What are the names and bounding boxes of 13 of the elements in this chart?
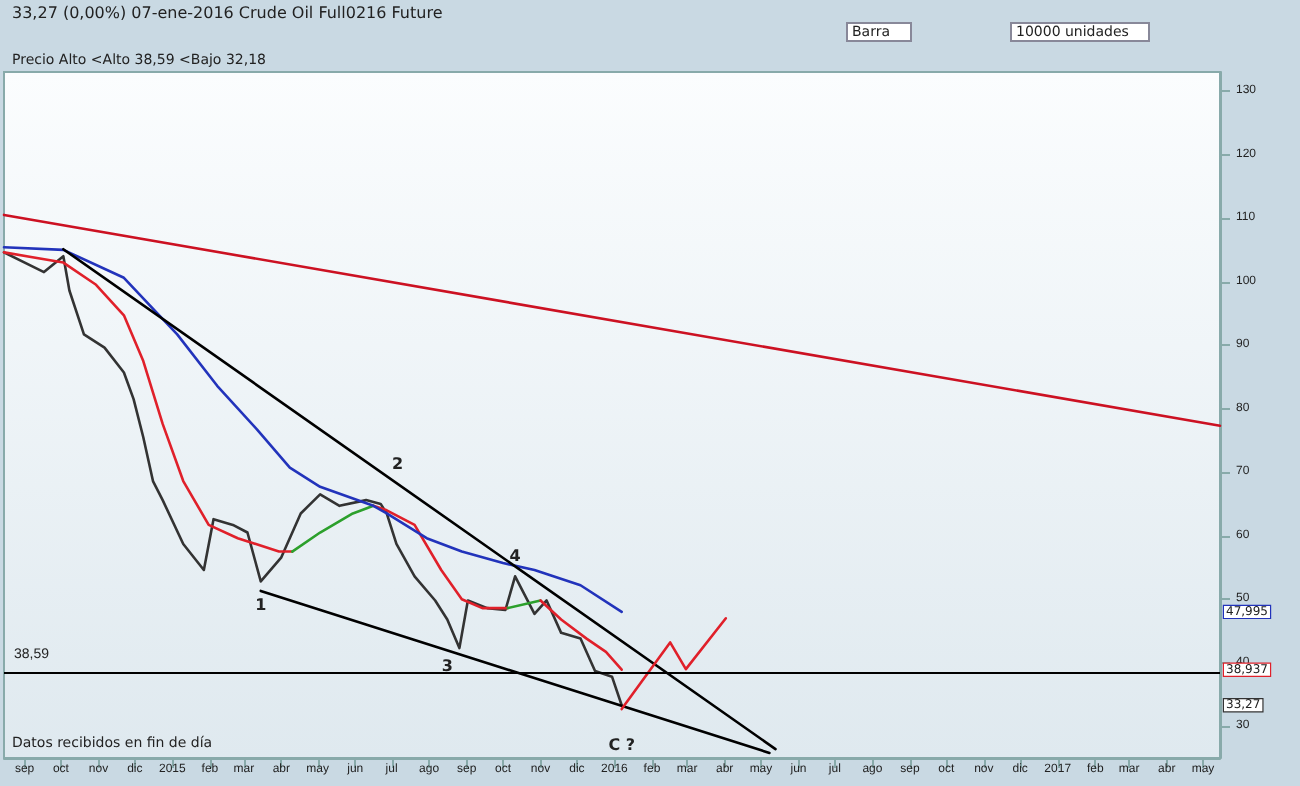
line-series [2, 246, 623, 614]
line-series [2, 251, 294, 553]
annotation: 4 [509, 547, 522, 566]
line-series [372, 504, 510, 610]
annotation: C ? [608, 736, 636, 755]
annotation: 3 [441, 657, 453, 676]
line-series [290, 504, 375, 553]
chart-title: 33,27 (0,00%) 07-ene-2016 Crude Oil Full0216 Future [12, 4, 443, 22]
annotation: 1 [255, 596, 268, 615]
line-series [539, 599, 623, 672]
annotation: 2 [392, 455, 404, 474]
line-series [2, 251, 623, 707]
line-series [620, 616, 728, 711]
